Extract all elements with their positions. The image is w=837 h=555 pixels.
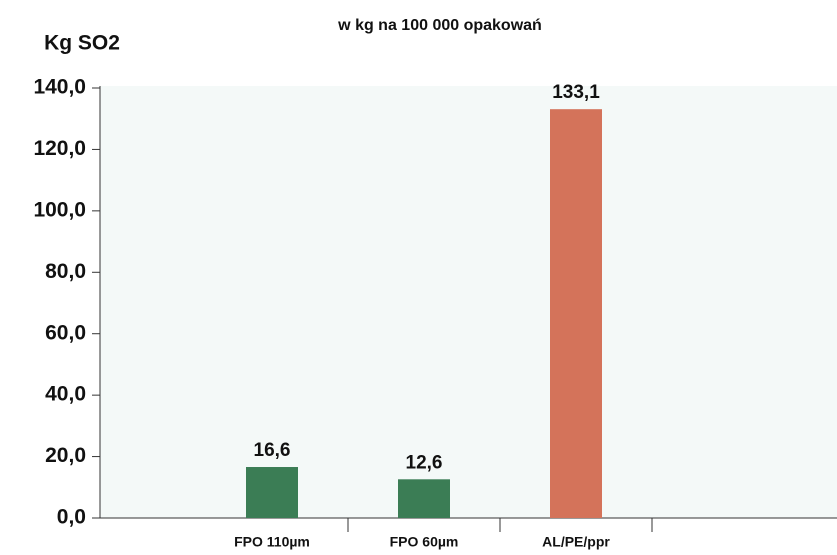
y-tick-label: 60,0 (45, 321, 86, 344)
y-tick-label: 0,0 (57, 506, 86, 529)
chart-title: w kg na 100 000 opakowań (337, 17, 542, 34)
x-tick-label: FPO 110µm (234, 534, 310, 550)
x-tick-label: AL/PE/ppr (542, 534, 610, 550)
bar (550, 109, 602, 518)
y-axis-label: Kg SO2 (44, 32, 120, 55)
value-label: 133,1 (552, 82, 600, 103)
y-tick-label: 120,0 (33, 137, 86, 160)
y-tick-label: 40,0 (45, 383, 86, 406)
x-tick-label: FPO 60µm (390, 534, 459, 550)
bar (246, 467, 298, 518)
y-tick-label: 80,0 (45, 260, 86, 283)
plot-area (100, 86, 837, 518)
value-label: 12,6 (406, 452, 443, 473)
bar (398, 479, 450, 518)
value-label: 16,6 (254, 440, 291, 461)
y-tick-label: 20,0 (45, 444, 86, 467)
y-tick-label: 140,0 (33, 76, 86, 99)
y-tick-label: 100,0 (33, 198, 86, 221)
